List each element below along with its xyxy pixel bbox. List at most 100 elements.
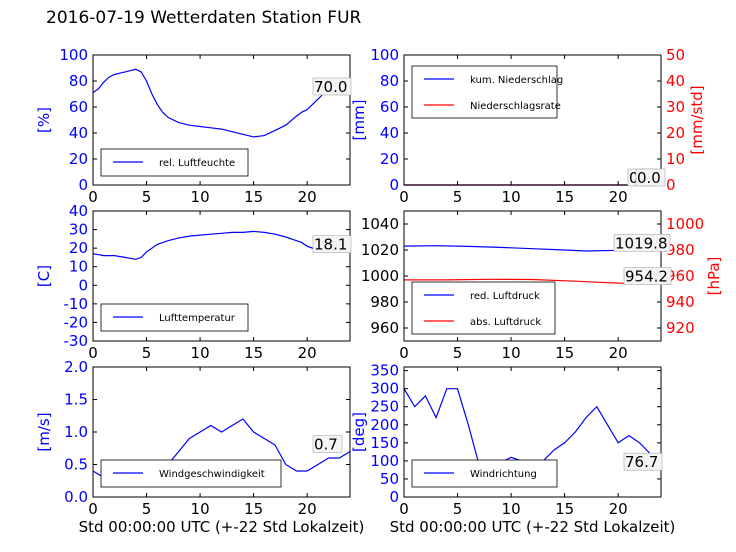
panel-2-legend-label-1: kum. Niederschlag xyxy=(470,75,563,86)
panel-3-annotation-1: 18.1 xyxy=(314,236,347,254)
panel-4-y-tick-label: 980 xyxy=(370,293,399,311)
panel-2-x-tick-label: 5 xyxy=(453,188,463,206)
panel-6-y-tick-label: 50 xyxy=(380,470,399,488)
panel-2-legend-box xyxy=(411,65,558,119)
panel-3-x-tick-label: 15 xyxy=(244,344,263,362)
panel-3-y-tick-label: -20 xyxy=(64,313,89,331)
panel-4-x-tick-label: 0 xyxy=(399,344,409,362)
panel-3-y-tick-label: 20 xyxy=(69,239,88,257)
panel-2-y-tick-label: 0 xyxy=(389,176,399,194)
panel-3-ylabel: [C] xyxy=(35,265,53,287)
panel-5-xlabel: Std 00:00:00 UTC (+-22 Std Lokalzeit) xyxy=(79,518,365,536)
panel-5-annotation-1: 0.7 xyxy=(314,436,338,454)
panel-1-x-tick-label: 15 xyxy=(244,188,263,206)
panel-4-legend-box xyxy=(411,281,556,335)
panel-3-legend-label-1: Lufttemperatur xyxy=(159,313,236,324)
panel-6-series-1-line xyxy=(403,388,662,470)
panel-3-x-tick-label: 0 xyxy=(88,344,98,362)
panel-1-y-tick-label: 0 xyxy=(78,176,88,194)
panel-5-y-tick-label: 2.0 xyxy=(64,358,88,376)
panel-5-y-tick-label: 0.5 xyxy=(64,456,88,474)
panel-5-annotation-box-1 xyxy=(312,435,343,453)
panel-4-y2-tick-label: 960 xyxy=(666,267,695,285)
panel-2-y2-tick-label: 10 xyxy=(666,150,685,168)
panel-2-y2-tick-label: 20 xyxy=(666,124,685,142)
panel-3-y-tick-label: 0 xyxy=(78,276,88,294)
panel-4-ylabel: [hPa] xyxy=(705,257,723,296)
panel-6-y-tick-label: 200 xyxy=(370,416,399,434)
panel-3-y-tick-label: 10 xyxy=(69,258,88,276)
panel-4-y2-tick-label: 1000 xyxy=(666,215,704,233)
panel-5-x-tick-label: 20 xyxy=(298,500,317,518)
panel-4-y-tick-label: 1020 xyxy=(361,241,399,259)
panel-6-annotation-box-1 xyxy=(623,452,663,471)
panel-4-y2-tick-label: 940 xyxy=(666,293,695,311)
panel-1-y-tick-label: 100 xyxy=(59,46,88,64)
panel-5-y-tick-label: 1.5 xyxy=(64,391,88,409)
panel-3-y-tick-label: -10 xyxy=(64,295,89,313)
panel-2-annotation-2: 0.0 xyxy=(637,169,661,187)
panel-6-annotation-1: 76.7 xyxy=(625,453,658,471)
panel-2-y-tick-label: 80 xyxy=(380,72,399,90)
panel-4-annotation-1: 1019.8 xyxy=(615,234,668,252)
panel-4-x-tick-label: 15 xyxy=(555,344,574,362)
panel-5-x-tick-label: 10 xyxy=(191,500,210,518)
panel-2-y-tick-label: 20 xyxy=(380,150,399,168)
panel-2-y2-tick-label: 50 xyxy=(666,46,685,64)
panel-4-annotation-box-1 xyxy=(613,233,671,252)
panel-1-x-tick-label: 20 xyxy=(298,188,317,206)
panel-4-y-tick-label: 960 xyxy=(370,319,399,337)
panel-6-y-tick-label: 100 xyxy=(370,452,399,470)
panel-2-ylabel: [mm] xyxy=(350,100,368,141)
panel-2-y2label: [mm/std] xyxy=(688,85,706,154)
panel-2-y2-tick-label: 30 xyxy=(666,98,685,116)
panel-6-frame xyxy=(403,366,662,498)
panel-6-y-tick-label: 150 xyxy=(370,434,399,452)
panel-4-legend-label-1: red. Luftdruck xyxy=(470,291,540,302)
panel-2-y-tick-label: 60 xyxy=(380,98,399,116)
panel-3-x-tick-label: 10 xyxy=(191,344,210,362)
panel-3-y-tick-label: 30 xyxy=(69,221,88,239)
panel-2-x-tick-label: 20 xyxy=(609,188,628,206)
panel-1-frame xyxy=(92,54,351,186)
panel-4-y2-tick-label: 920 xyxy=(666,319,695,337)
panel-1-x-tick-label: 5 xyxy=(142,188,152,206)
panel-4-y2-tick-label: 980 xyxy=(666,241,695,259)
panel-3-series-1-line xyxy=(92,230,351,260)
panel-4-x-tick-label: 20 xyxy=(609,344,628,362)
panel-3-y-tick-label: -30 xyxy=(64,332,89,350)
panel-3-x-tick-label: 5 xyxy=(142,344,152,362)
panel-6-x-tick-label: 20 xyxy=(609,500,628,518)
figure-title: 2016-07-19 Wetterdaten Station FUR xyxy=(46,8,362,28)
panel-6-legend-label-1: Windrichtung xyxy=(470,469,537,480)
panel-3-frame xyxy=(92,210,351,342)
panel-1-series-1-line xyxy=(92,68,351,138)
panel-6-y-tick-label: 0 xyxy=(389,488,399,506)
panel-4-y-tick-label: 1040 xyxy=(361,215,399,233)
panel-6-y-tick-label: 250 xyxy=(370,398,399,416)
panel-2-legend-label-2: Niederschlagsrate xyxy=(470,101,561,112)
panel-2-y-tick-label: 40 xyxy=(380,124,399,142)
panel-3-x-tick-label: 20 xyxy=(298,344,317,362)
panel-2-x-tick-label: 15 xyxy=(555,188,574,206)
panel-1-x-tick-label: 0 xyxy=(88,188,98,206)
panel-1-ylabel: [%] xyxy=(35,107,53,133)
panel-6-y-tick-label: 300 xyxy=(370,380,399,398)
panel-5-ylabel: [m/s] xyxy=(35,412,53,451)
panel-5-legend-label-1: Windgeschwindigkeit xyxy=(159,469,265,480)
panel-2-x-tick-label: 10 xyxy=(502,188,521,206)
panel-2-y2-tick-label: 40 xyxy=(666,72,685,90)
panel-5-x-tick-label: 15 xyxy=(244,500,263,518)
panel-1-y-tick-label: 40 xyxy=(69,124,88,142)
panel-6-ylabel: [deg] xyxy=(350,412,368,452)
panel-1-annotation-box-1 xyxy=(312,77,352,96)
panel-2-frame xyxy=(403,54,662,186)
panel-3-annotation-box-1 xyxy=(312,235,352,253)
panel-6-x-tick-label: 15 xyxy=(555,500,574,518)
panel-4-x-tick-label: 10 xyxy=(502,344,521,362)
panel-1-annotation-1: 70.0 xyxy=(314,78,347,96)
panel-4-legend-label-2: abs. Luftdruck xyxy=(470,317,541,328)
panel-5-y-tick-label: 0.0 xyxy=(64,488,88,506)
